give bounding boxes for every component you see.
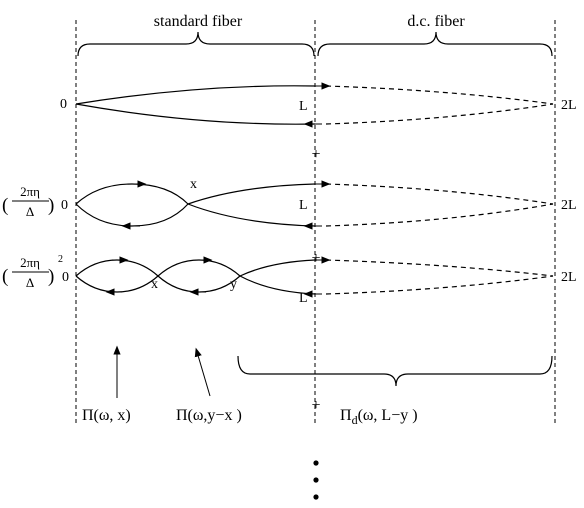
row3-zero-label: 0 (62, 270, 69, 285)
pi-y-x-pointer-arrow (194, 347, 211, 397)
row3-prefactor-open-paren: ( (2, 266, 8, 287)
plus-sign-3: + (311, 397, 320, 414)
row1-L-label: L (299, 99, 308, 114)
pi-omega-y-x-label: Π(ω,y−x ) (176, 407, 242, 424)
row3-loop1-lower (75, 275, 159, 293)
row2-x-label: x (190, 177, 197, 192)
dc-fiber-brace (317, 31, 553, 57)
row2-forward-propagator (187, 183, 316, 205)
dc-fiber-header: d.c. fiber (407, 13, 465, 30)
pi-omega-x-label: Π(ω, x) (82, 407, 131, 424)
row3-loop2-upper (157, 259, 241, 277)
row1-dc-forward-dashed (325, 85, 554, 105)
row2-dc-return-dashed (325, 203, 554, 227)
row1-zero-label: 0 (60, 97, 67, 112)
row3-L-label: L (299, 291, 308, 306)
row3-dc-return-dashed (325, 275, 554, 295)
row1-return-propagator (75, 103, 316, 125)
plus-sign-2: + (311, 250, 320, 267)
row2-prefactor-denominator: Δ (26, 204, 34, 219)
row3-2L-label: 2L (561, 270, 577, 285)
row1-forward-propagator (75, 85, 316, 105)
row3-loop2-lower (157, 275, 241, 293)
row3-loop1-upper (75, 259, 159, 277)
row3-prefactor-exponent: 2 (58, 254, 63, 265)
dc-propagator-brace (237, 355, 553, 387)
plus-sign-1: + (311, 146, 320, 163)
row2-loop-lower (75, 203, 189, 227)
row3-prefactor-denominator: Δ (26, 275, 34, 290)
row2-prefactor-open-paren: ( (2, 195, 8, 216)
row3-forward-propagator (239, 259, 316, 277)
row1-2L-label: 2L (561, 98, 577, 113)
ellipsis-dot-1 (313, 460, 319, 466)
row2-dc-forward-dashed (325, 183, 554, 205)
pi-d-label: Πd(ω, L−y ) (340, 407, 418, 427)
row3-x-label: x (151, 277, 158, 292)
row3-y-label: y (230, 277, 237, 292)
row2-prefactor-close-paren: ) (48, 195, 54, 216)
row1-dc-return-dashed (325, 103, 554, 125)
row2-zero-label: 0 (61, 198, 68, 213)
row2-prefactor-numerator: 2πη (20, 184, 40, 199)
row2-loop-upper (75, 183, 189, 205)
row2-return-propagator (187, 203, 316, 227)
standard-fiber-brace (77, 31, 315, 57)
row3-prefactor-numerator: 2πη (20, 255, 40, 270)
row3-dc-forward-dashed (325, 259, 554, 277)
standard-fiber-header: standard fiber (154, 13, 243, 30)
row3-prefactor-close-paren: ) (48, 266, 54, 287)
row2-L-label: L (299, 198, 308, 213)
ellipsis-dot-2 (313, 477, 319, 483)
row2-2L-label: 2L (561, 198, 577, 213)
ellipsis-dot-3 (313, 494, 319, 500)
